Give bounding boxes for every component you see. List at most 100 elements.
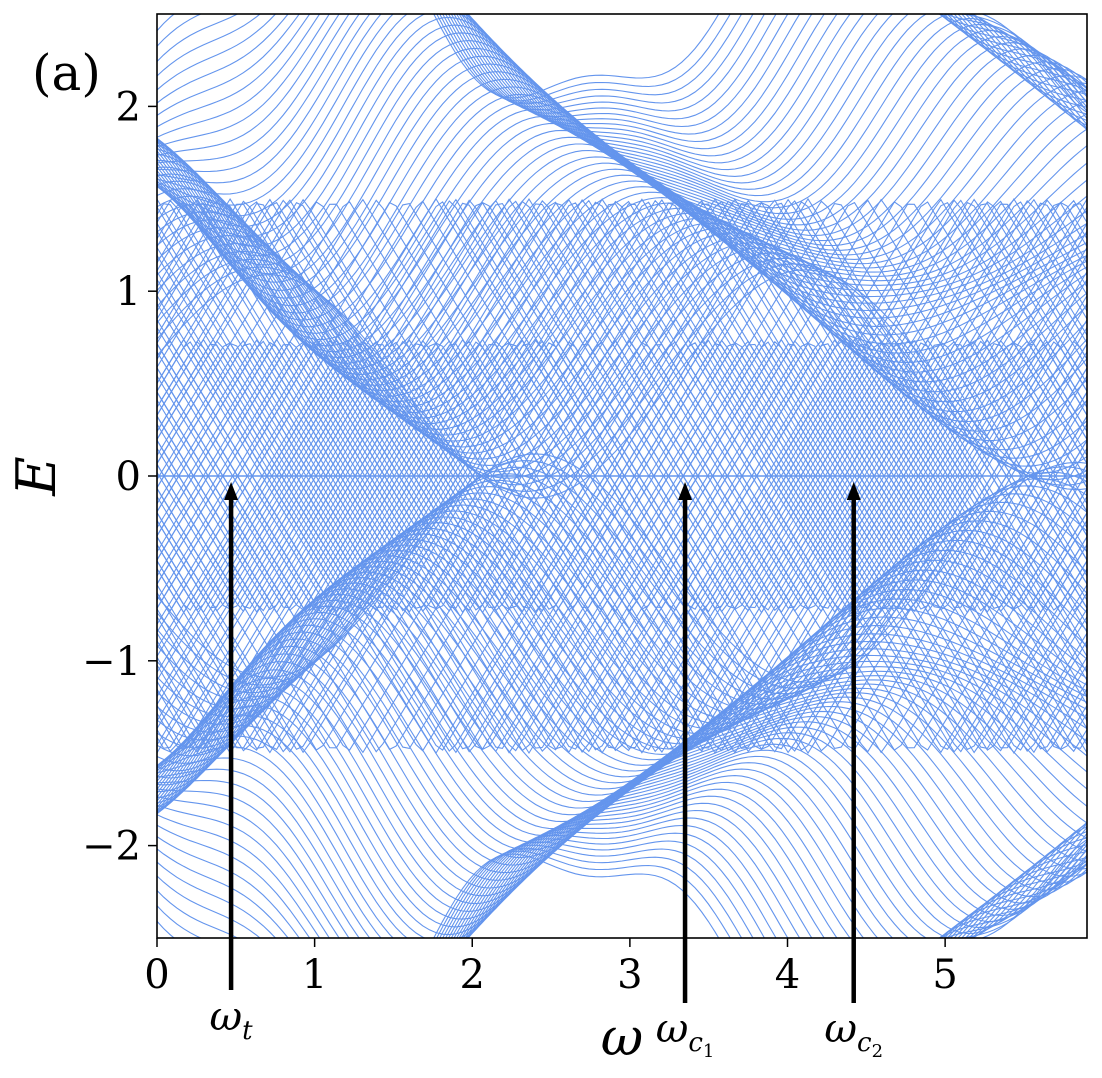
band-line-upper: [157, 14, 1087, 164]
band-line-cone-lower: [157, 342, 1087, 751]
band-line-cone-lower: [157, 340, 1087, 752]
band-line-cone-lower: [157, 339, 1087, 754]
band-line-lower: [157, 817, 1087, 938]
x-tick-label: 2: [460, 952, 485, 998]
band-line-lower: [157, 757, 1087, 938]
band-line-upper: [157, 100, 1087, 328]
band-line-lower: [157, 735, 1087, 938]
band-line-lower: [157, 768, 1087, 938]
band-line-cone-lower: [157, 341, 1087, 751]
band-line-lower: [157, 522, 1087, 764]
band-line-cone-lower: [157, 339, 1087, 753]
x-tick-label: 0: [144, 952, 169, 998]
band-line-cone-lower: [157, 340, 1087, 752]
y-axis-ticks: 2 1 0 −1 −2: [82, 84, 157, 870]
y-axis-label: E: [5, 456, 68, 496]
band-line-cone-lower: [157, 342, 1087, 750]
y-tick-label: −2: [82, 824, 141, 870]
band-line-cone-lower: [157, 343, 1087, 749]
band-line-lower: [157, 824, 1087, 938]
y-tick-label: 0: [116, 454, 141, 500]
omega-c1-arrow-head: [678, 482, 693, 500]
band-line-cone-lower: [157, 340, 1087, 753]
band-line-cone-lower: [157, 342, 1087, 750]
band-line-lower: [157, 840, 1087, 938]
band-line-upper: [157, 14, 1087, 206]
band-line-cone-lower: [157, 341, 1087, 751]
band-line-upper: [157, 14, 1087, 184]
band-line-upper: [157, 14, 1087, 177]
band-line-cone-upper: [157, 199, 1087, 612]
omega-t-arrow-head: [224, 482, 239, 500]
band-line-lower: [157, 802, 1087, 938]
annotation-arrows: ωt ωc1 ωc2: [210, 482, 883, 1062]
band-line-upper: [157, 14, 1087, 120]
x-tick-label: 1: [302, 952, 327, 998]
band-line-cone-upper: [157, 201, 1087, 610]
band-line-cone-lower: [157, 338, 1087, 754]
band-line-lower: [157, 560, 1087, 808]
band-line-upper: [157, 115, 1087, 341]
band-line-upper: [157, 14, 1087, 135]
band-line-cone-lower: [157, 339, 1087, 753]
band-line-cone-lower: [157, 341, 1087, 751]
band-line-cone-lower: [157, 340, 1087, 752]
omega-c1-label: ωc1: [656, 1006, 715, 1062]
x-tick-label: 3: [617, 952, 642, 998]
x-axis-label: ω: [601, 1008, 643, 1068]
band-line-lower: [157, 746, 1087, 938]
band-line-upper: [157, 14, 1087, 112]
band-line-lower: [157, 714, 1087, 936]
band-line-lower: [157, 725, 1087, 938]
band-line-lower: [157, 695, 1087, 920]
band-line-lower: [157, 795, 1087, 938]
band-line-cone-lower: [157, 341, 1087, 751]
band-line-lower: [157, 611, 1087, 837]
band-line-upper: [157, 14, 1087, 150]
band-lines: [157, 14, 1087, 938]
band-line-upper: [157, 188, 1087, 430]
band-line-upper: [157, 14, 1087, 195]
band-line-upper: [157, 14, 1087, 128]
band-line-cone-lower: [157, 340, 1087, 753]
band-line-cone-lower: [157, 338, 1087, 755]
band-line-lower: [157, 781, 1087, 938]
band-line-cone-lower: [157, 339, 1087, 754]
band-line-lower: [157, 788, 1087, 938]
band-line-cone-lower: [157, 338, 1087, 755]
omega-c2-arrow-head: [846, 482, 861, 500]
band-line-upper: [157, 144, 1087, 392]
band-line-cone-lower: [157, 338, 1087, 755]
band-line-upper: [157, 24, 1087, 247]
x-axis-ticks: 0 1 2 3 4 5: [144, 938, 958, 998]
band-line-lower: [157, 624, 1087, 852]
band-line-lower: [157, 705, 1087, 928]
y-tick-label: −1: [82, 639, 141, 685]
band-line-upper: [157, 14, 1087, 108]
band-line-cone-lower: [157, 341, 1087, 751]
band-line-lower: [157, 809, 1087, 938]
band-line-upper: [157, 14, 1087, 171]
band-line-upper: [157, 16, 1087, 238]
band-line-upper: [157, 14, 1087, 157]
band-line-lower: [157, 844, 1087, 938]
band-line-cone-lower: [157, 340, 1087, 752]
band-line-cone-lower: [157, 343, 1087, 750]
band-line-cone-lower: [157, 342, 1087, 751]
panel-label: (a): [32, 44, 101, 102]
band-line-cone-lower: [157, 338, 1087, 754]
band-line-cone-lower: [157, 343, 1087, 750]
y-tick-label: 2: [116, 84, 141, 130]
band-line-upper: [157, 14, 1087, 227]
band-line-upper: [157, 32, 1087, 257]
band-line-cone-lower: [157, 338, 1087, 754]
band-line-lower: [157, 832, 1087, 938]
band-line-lower: [157, 840, 1087, 938]
band-line-lower: [157, 775, 1087, 938]
band-line-upper: [157, 14, 1087, 143]
omega-c2-label: ωc2: [824, 1006, 883, 1062]
y-tick-label: 1: [116, 269, 141, 315]
band-line-lower: [157, 549, 1087, 799]
band-line-upper: [157, 14, 1087, 114]
